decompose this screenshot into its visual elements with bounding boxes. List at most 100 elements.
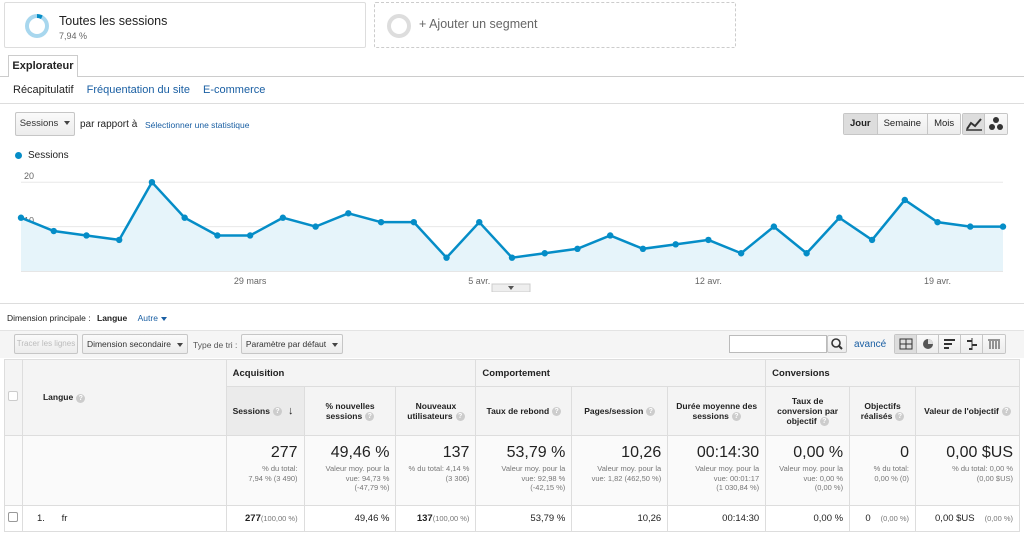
data-point[interactable] (868, 236, 876, 244)
data-point[interactable] (803, 250, 810, 257)
data-point[interactable] (214, 232, 221, 239)
col-bounce-rate[interactable]: Taux de rebond? (475, 386, 573, 436)
select-all-checkbox[interactable] (8, 391, 19, 401)
total-note: (-47,79 %) (354, 483, 390, 492)
period-month-button[interactable]: Mois (928, 114, 961, 134)
data-point[interactable] (999, 223, 1007, 230)
data-point[interactable] (377, 218, 385, 226)
motion-chart-icon[interactable] (985, 114, 1007, 134)
col-new-sessions-pct[interactable]: % nouvelles sessions? (303, 386, 397, 436)
row-cell: 137(100,00 %) (395, 505, 477, 532)
x-tick-label: 29 mars (234, 276, 267, 286)
col-label: Taux de conversion par objectif (777, 395, 839, 426)
performance-view-icon[interactable] (939, 335, 961, 353)
row-cell: 00:14:30 (667, 505, 767, 532)
data-point[interactable] (181, 214, 188, 221)
total-note: (0,00 $US) (976, 473, 1013, 483)
data-point[interactable] (607, 232, 614, 239)
line-chart-icon[interactable] (963, 114, 985, 134)
help-icon[interactable]: ? (272, 407, 282, 417)
data-point[interactable] (476, 218, 483, 226)
comparison-view-icon[interactable] (961, 335, 983, 353)
secondary-dimension-dropdown[interactable]: Dimension secondaire (82, 334, 188, 354)
help-icon[interactable]: ? (76, 393, 86, 403)
row-cell: 10,26 (571, 505, 669, 532)
col-goal-value[interactable]: Valeur de l'objectif? (915, 386, 1020, 436)
data-point[interactable] (443, 254, 450, 261)
table-view-icon[interactable] (895, 335, 917, 353)
data-point[interactable] (836, 214, 843, 221)
data-point[interactable] (770, 223, 778, 230)
cell-value: 137 (416, 513, 433, 524)
data-point[interactable] (967, 223, 974, 230)
total-cell: 277 % du total: 7,94 % (3 490) (225, 435, 305, 506)
sort-type-dropdown[interactable]: Paramètre par défaut (241, 334, 343, 354)
total-note: Valeur moy. pour la (501, 464, 566, 473)
help-icon[interactable]: ? (1001, 407, 1011, 417)
total-note: vue: 1,82 (462,50 %) (591, 473, 662, 483)
col-avg-duration[interactable]: Durée moyenne des sessions? (667, 386, 767, 436)
search-icon[interactable] (827, 335, 847, 353)
totals-row: 277% du total: 7,94 % (3 490) 49,46 % Valeu… (4, 435, 1020, 506)
cell-percentage: (0,00 %) (880, 514, 910, 523)
data-point[interactable] (934, 218, 941, 226)
metric-dropdown[interactable]: Sessions (15, 112, 75, 136)
total-cell: 0,00 $US % du total: 0,00 % (0,00 $US) (915, 435, 1020, 506)
subtab-frequentation[interactable]: Fréquentation du site (86, 84, 190, 96)
data-point[interactable] (246, 232, 254, 239)
data-point[interactable] (639, 245, 647, 252)
data-point[interactable] (410, 218, 417, 226)
data-point[interactable] (672, 241, 679, 248)
data-point[interactable] (116, 236, 123, 244)
help-icon[interactable]: ? (646, 407, 656, 417)
data-point[interactable] (901, 196, 908, 204)
pie-view-icon[interactable] (917, 335, 939, 353)
help-icon[interactable]: ? (552, 407, 562, 417)
advanced-filter-link[interactable]: avancé (854, 339, 887, 350)
dimension-other-link[interactable]: Autre (137, 313, 158, 323)
tab-explorateur[interactable]: Explorateur (8, 55, 78, 77)
period-week-button[interactable]: Semaine (877, 114, 929, 134)
col-goals-completed[interactable]: Objectifs réalisés? (849, 386, 917, 436)
data-point[interactable] (312, 223, 319, 230)
help-icon[interactable]: ? (895, 412, 905, 422)
period-day-button[interactable]: Jour (844, 114, 878, 134)
select-metric-link[interactable]: Sélectionner une statistique (145, 120, 250, 130)
data-point[interactable] (541, 250, 548, 257)
pivot-view-icon[interactable] (983, 335, 1005, 353)
data-point[interactable] (508, 254, 516, 261)
period-selector: Jour Semaine Mois (843, 113, 962, 135)
data-point[interactable] (705, 236, 712, 244)
data-point[interactable] (574, 245, 581, 252)
subtab-recapitulatif[interactable]: Récapitulatif (13, 84, 74, 96)
col-new-users[interactable]: Nouveaux utilisateurs? (395, 386, 477, 436)
row-checkbox[interactable] (8, 512, 19, 522)
total-value: 53,79 % (506, 444, 566, 461)
row-language-link[interactable]: fr (61, 513, 68, 524)
data-point[interactable] (17, 214, 25, 221)
col-sessions[interactable]: Sessions? ↓ (225, 386, 305, 436)
col-pages-session[interactable]: Pages/session? (571, 386, 669, 436)
table-row[interactable]: 1. fr 277(100,00 %) 49,46 % 137(100,00 %) 5… (4, 505, 1020, 532)
data-point[interactable] (148, 179, 156, 186)
legend-dot-icon (15, 151, 22, 159)
add-segment-button[interactable]: + Ajouter un segment (374, 2, 736, 48)
help-icon[interactable]: ? (819, 417, 829, 427)
help-icon[interactable]: ? (365, 412, 375, 422)
segment-all-sessions[interactable]: Toutes les sessions 7,94 % (4, 2, 366, 48)
dimension-header[interactable]: Langue? (21, 359, 227, 436)
data-table: Langue? Acquisition Comportement Convers… (4, 359, 1020, 532)
subtab-ecommerce[interactable]: E-commerce (203, 84, 266, 96)
total-note: % du total: (262, 464, 298, 473)
help-icon[interactable]: ? (455, 412, 465, 422)
col-conversion-rate[interactable]: Taux de conversion par objectif? (765, 386, 851, 436)
data-point[interactable] (83, 232, 90, 239)
table-search-input[interactable] (729, 335, 827, 353)
data-point[interactable] (50, 227, 57, 235)
plot-rows-button[interactable]: Tracer les lignes (14, 334, 78, 354)
data-point[interactable] (345, 210, 352, 217)
help-icon[interactable]: ? (731, 412, 741, 422)
data-point[interactable] (737, 250, 745, 257)
data-point[interactable] (279, 214, 287, 221)
